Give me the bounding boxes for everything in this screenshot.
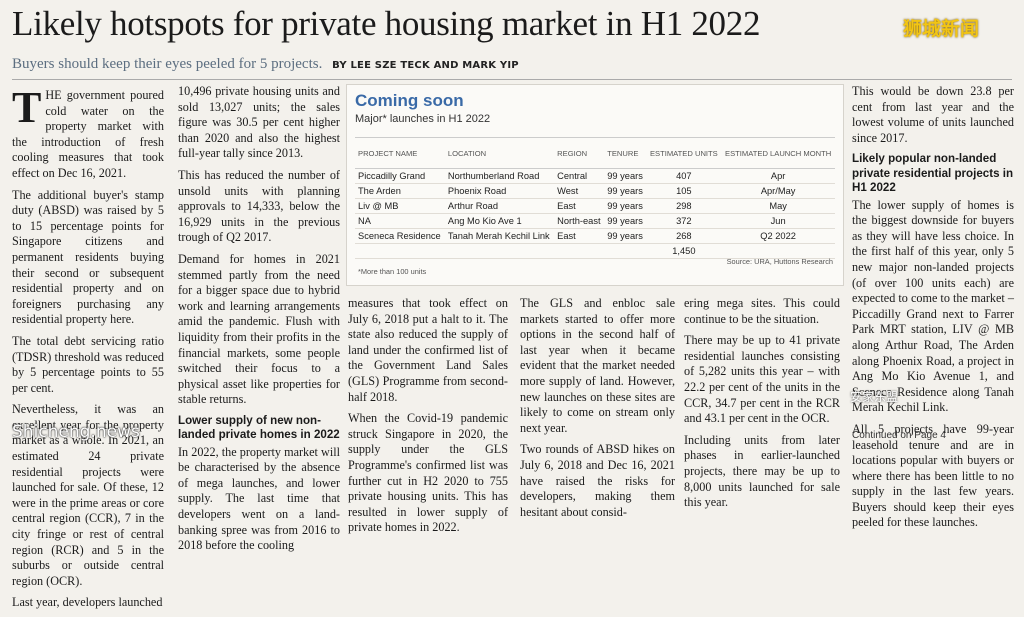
table-row: NA Ang Mo Kio Ave 1 North-east 99 years 372 J… (355, 213, 835, 229)
article-column-1: T HE government poured cold water on the … (12, 83, 164, 617)
launches-table-box: Coming soon Major* launches in H1 2022 P… (346, 84, 844, 286)
paragraph: The total debt servicing ratio (TDSR) th… (12, 333, 164, 395)
continued-notice: Continued on Page 4 (852, 430, 946, 441)
table-footnote: *More than 100 units (358, 267, 427, 276)
paragraph: The GLS and enbloc sale markets started … (520, 296, 675, 435)
wechat-watermark: 安家东盟 (850, 390, 899, 404)
source-watermark: Shicheng.news (12, 422, 140, 442)
section-subhead: Likely popular non-landed private reside… (852, 152, 1014, 195)
paragraph: T HE government poured cold water on the … (12, 83, 164, 180)
article-column-6: This would be down 23.8 per cent from la… (852, 84, 1014, 537)
header-divider (12, 79, 1012, 80)
table-row: The Arden Phoenix Road West 99 years 105 Apr/… (355, 183, 835, 199)
article-column-5: ering mega sites. This could continue to… (684, 296, 840, 517)
brand-watermark: 狮城新闻 (903, 18, 980, 40)
paragraph: This has reduced the number of unsold un… (178, 167, 340, 245)
column-header: ESTIMATED UNITS (646, 137, 722, 169)
headline: Likely hotspots for private housing mark… (12, 4, 761, 43)
total-units: 1,450 (646, 243, 722, 259)
drop-cap: T (12, 83, 42, 132)
article-column-3: measures that took effect on July 6, 201… (348, 296, 508, 542)
column-header: PROJECT NAME (355, 137, 445, 169)
paragraph: Last year, developers launched (12, 595, 163, 610)
deck-text: Buyers should keep their eyes peeled for… (12, 56, 323, 72)
column-header: TENURE (604, 137, 647, 169)
paragraph: measures that took effect on July 6, 201… (348, 296, 508, 404)
paragraph: When the Covid-19 pandemic struck Singap… (348, 411, 508, 535)
table-source: Source: URA, Huttons Research (726, 257, 833, 266)
paragraph: ering mega sites. This could continue to… (684, 296, 840, 326)
article-column-4: The GLS and enbloc sale markets started … (520, 296, 675, 526)
table-row: Liv @ MB Arthur Road East 99 years 298 May (355, 198, 835, 214)
paragraph: Two rounds of ABSD hikes on July 6, 2018… (520, 442, 675, 519)
paragraph: In 2022, the property market will be cha… (178, 444, 340, 553)
column-header: LOCATION (444, 137, 555, 169)
launches-table: PROJECT NAME LOCATION REGION TENURE ESTI… (355, 137, 835, 259)
paragraph: 10,496 private housing units and sold 13… (178, 84, 340, 161)
subheadline: Buyers should keep their eyes peeled for… (12, 56, 519, 73)
article-column-2: 10,496 private housing units and sold 13… (178, 84, 340, 560)
paragraph: The lower supply of homes is the biggest… (852, 197, 1014, 415)
paragraph: The additional buyer's stamp duty (ABSD)… (12, 187, 164, 327)
paragraph: Including units from later phases in ear… (684, 432, 840, 510)
byline: BY LEE SZE TECK AND MARK YIP (332, 60, 519, 71)
table-row: Sceneca Residence Tanah Merah Kechil Link… (355, 228, 835, 244)
paragraph: This would be down 23.8 per cent from la… (852, 84, 1014, 145)
box-subtitle: Major* launches in H1 2022 (355, 113, 491, 125)
column-header: ESTIMATED LAUNCH MONTH (721, 137, 835, 169)
box-title: Coming soon (355, 91, 464, 110)
table-row: Piccadilly Grand Northumberland Road Centr… (355, 168, 835, 184)
table-total-row: 1,450 (355, 243, 835, 259)
paragraph: There may be up to 41 private residentia… (684, 333, 840, 426)
section-subhead: Lower supply of new non-landed private h… (178, 413, 340, 442)
column-header: REGION (554, 137, 605, 169)
table-header-row: PROJECT NAME LOCATION REGION TENURE ESTI… (355, 137, 835, 169)
paragraph: Demand for homes in 2021 stemmed partly … (178, 251, 340, 407)
